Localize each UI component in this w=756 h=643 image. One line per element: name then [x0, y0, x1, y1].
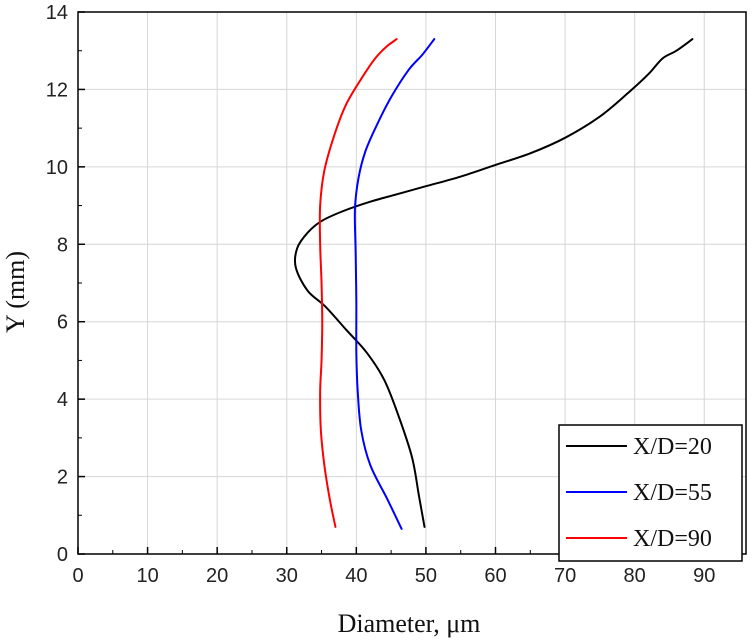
series-lines	[293, 38, 694, 530]
legend: X/D=20 X/D=55 X/D=90	[558, 424, 743, 562]
legend-label-x-d-20: X/D=20	[633, 434, 712, 460]
y-axis-title: Y (mm)	[1, 251, 30, 333]
grid	[78, 12, 746, 554]
y-tick-label: 14	[46, 2, 68, 24]
y-tick-label: 10	[46, 157, 68, 179]
series-line-x-d-55	[353, 38, 436, 530]
x-tick-label: 0	[72, 565, 83, 587]
x-tick-label: 60	[484, 565, 506, 587]
y-tick-label: 0	[57, 544, 68, 566]
y-tick-label: 8	[57, 234, 68, 256]
x-tick-label: 30	[276, 565, 298, 587]
tick-labels: 0 10 20 30 40 50 60 70 80 90 0 2 4 6 8 10 12 14	[46, 2, 716, 587]
legend-label-x-d-55: X/D=55	[633, 480, 712, 506]
x-tick-label: 50	[415, 565, 437, 587]
series-line-x-d-20	[293, 38, 694, 528]
x-tick-label: 20	[206, 565, 228, 587]
x-tick-label: 70	[554, 565, 576, 587]
legend-label-x-d-90: X/D=90	[633, 526, 712, 552]
y-tick-label: 4	[57, 389, 68, 411]
y-tick-label: 6	[57, 312, 68, 334]
y-tick-label: 12	[46, 79, 68, 101]
x-tick-label: 90	[693, 565, 715, 587]
x-tick-label: 80	[624, 565, 646, 587]
x-tick-label: 40	[345, 565, 367, 587]
x-axis-title: Diameter, μm	[338, 609, 481, 638]
y-tick-label: 2	[57, 467, 68, 489]
x-tick-label: 10	[136, 565, 158, 587]
series-line-x-d-90	[318, 38, 398, 528]
